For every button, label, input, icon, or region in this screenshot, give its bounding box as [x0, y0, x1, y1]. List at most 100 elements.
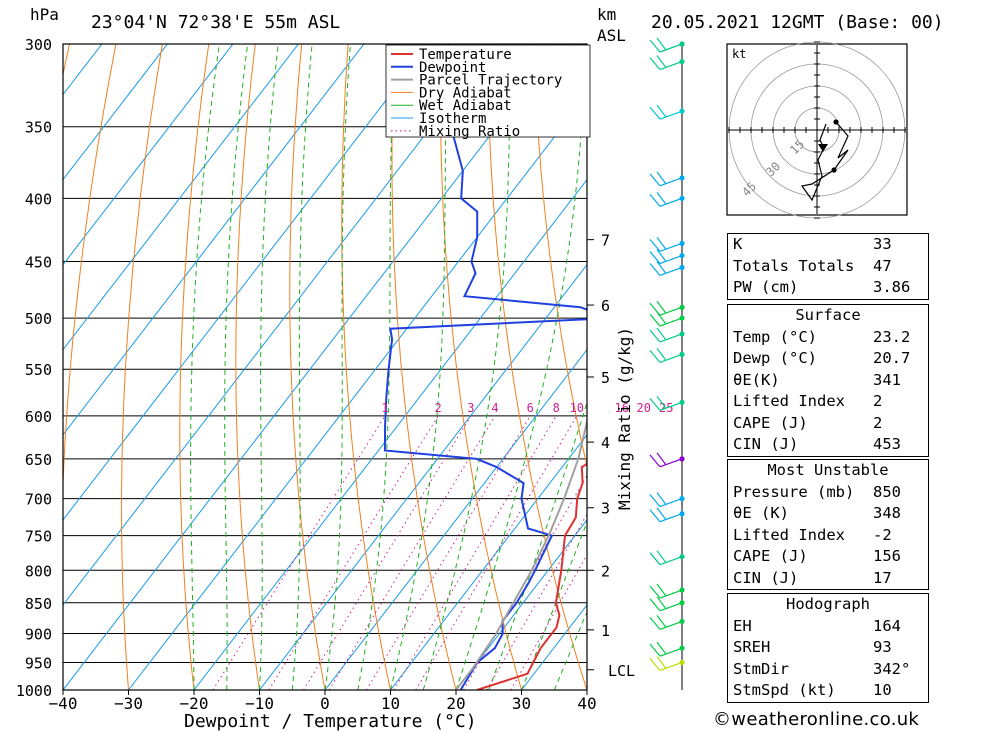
wet-adiabat-line [259, 44, 279, 690]
wind-barb-flag [656, 171, 667, 185]
wind-barb-flag [649, 39, 661, 53]
wind-level-dot [679, 252, 685, 259]
wind-barb-flag [656, 249, 667, 262]
param-row: SREH 93 [728, 637, 928, 659]
wind-barb-flag [656, 596, 667, 610]
wind-barb-flag [656, 300, 667, 314]
param-row: EH 164 [728, 616, 928, 638]
param-value: 2 [873, 392, 883, 410]
wind-barb-flag [649, 350, 661, 363]
most-unstable-table: Most Unstable Pressure (mb) 850 θE (K) 348 L… [727, 459, 929, 590]
wind-barb [659, 197, 683, 207]
km-label: 2 [601, 562, 610, 580]
mixing-ratio-label: 8 [553, 401, 560, 415]
isotherm-line [63, 44, 234, 266]
param-label: CIN (J) [733, 568, 799, 587]
wind-barb [659, 242, 683, 252]
param-row: CAPE (J) 2 [728, 413, 928, 435]
param-value: 10 [873, 681, 892, 699]
param-label: Dewp (°C) [733, 349, 817, 367]
param-value: 341 [873, 370, 901, 389]
km-label: 1 [601, 622, 610, 640]
wind-barb [659, 401, 683, 411]
wind-barb-flag [649, 173, 661, 187]
wind-barb [659, 458, 683, 468]
wind-barb-flag [656, 237, 667, 250]
mixing-ratio-label: 2 [434, 401, 441, 415]
param-label: K [733, 235, 743, 253]
wind-barb-flag [656, 261, 667, 274]
param-value: 23.2 [873, 327, 911, 346]
wind-barb-flag [656, 395, 667, 409]
wind-barb [659, 306, 683, 316]
pressure-tick-label: 950 [25, 654, 52, 672]
km-label: 5 [601, 369, 610, 387]
param-value: -2 [873, 525, 892, 544]
wind-barb-flag [649, 598, 661, 612]
param-label: StmSpd (kt) [733, 681, 836, 699]
pressure-tick-label: 400 [25, 190, 52, 208]
param-row: CIN (J) 453 [728, 434, 928, 456]
param-row: Temp (°C) 23.2 [728, 327, 928, 349]
height-km-scale: 7 6 5 4 3 2 1 LCL [587, 232, 635, 680]
pressure-tick-label: 450 [25, 254, 52, 272]
isotherm-line [390, 433, 587, 690]
pressure-tick-label: 350 [25, 119, 52, 137]
param-label: Lifted Index [733, 392, 845, 410]
wind-level-dot [679, 659, 685, 666]
hodograph-point [833, 119, 839, 125]
legend-label: Temperature [419, 47, 512, 63]
dry-adiabat-line [235, 44, 261, 690]
wind-level-dot [679, 264, 685, 271]
param-row: PW (cm) 3.86 [728, 277, 928, 299]
wind-level-dot [679, 304, 685, 310]
surface-title: Surface [795, 306, 861, 324]
param-label: CAPE (J) [733, 413, 808, 432]
dry-adiabat-line [579, 44, 587, 140]
wind-level-dot [679, 399, 685, 405]
param-label: Totals Totals [733, 256, 855, 275]
sounding-series [383, 44, 587, 690]
wind-level-dot [679, 41, 685, 47]
wind-barb [659, 556, 683, 566]
legend-label: Mixing Ratio [419, 124, 520, 140]
wind-level-dot [679, 351, 685, 357]
datetime-title: 20.05.2021 12GMT (Base: 00) [651, 12, 944, 33]
km-label: 7 [601, 232, 610, 250]
wind-level-dot [679, 315, 685, 321]
wind-barb [659, 110, 683, 120]
param-label: CAPE (J) [733, 547, 808, 565]
param-label: θE(K) [733, 370, 780, 389]
param-row: Pressure (mb) 850 [728, 482, 928, 504]
wind-barb-flag [656, 507, 667, 521]
asl-label: ASL [597, 26, 626, 45]
parcel-trajectory-line [455, 417, 587, 690]
copyright-footer[interactable]: ©weatheronline.co.uk [713, 709, 920, 730]
wind-barb-flag [656, 327, 667, 341]
mixing-ratio-label: 16 [615, 401, 629, 415]
pressure-tick-label: 850 [25, 595, 52, 613]
wind-barb-flag [656, 348, 667, 361]
wet-adiabat-line [422, 44, 512, 690]
wind-level-dot [679, 58, 685, 65]
pressure-tick-label: 900 [25, 625, 52, 643]
pressure-tick-label: 650 [25, 451, 52, 469]
temperature-line [476, 462, 587, 690]
wind-barb-flag [649, 251, 661, 264]
wind-barb-flag [656, 641, 667, 655]
wind-barb-flag [656, 104, 667, 118]
wind-barb [659, 589, 683, 599]
wind-barb-flag [649, 397, 661, 411]
wind-barb [659, 317, 683, 327]
wind-barb [659, 602, 683, 612]
dry-adiabat-line [341, 44, 392, 690]
mixing-ratio-label: 20 [637, 401, 651, 415]
wind-level-dot [679, 618, 685, 625]
param-row: Totals Totals 47 [728, 256, 928, 278]
param-value: 342° [873, 659, 911, 678]
param-label: Temp (°C) [733, 327, 817, 346]
mixing-ratio-label: 4 [491, 401, 498, 415]
wind-barb [659, 254, 683, 265]
param-label: SREH [733, 638, 771, 656]
